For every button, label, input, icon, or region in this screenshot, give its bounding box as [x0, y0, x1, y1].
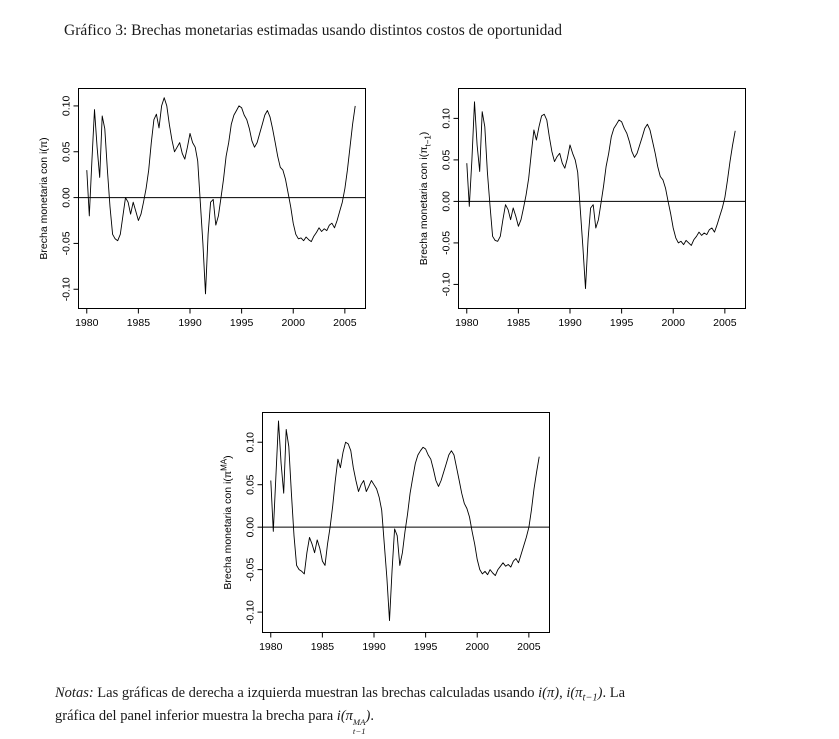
notes-line2-text: gráfica del panel inferior muestra la br…	[55, 708, 337, 725]
y-axis: 0.10 0.05 0.00 -0.05 -0.10	[441, 108, 459, 296]
x-tick-label: 2005	[333, 317, 357, 329]
x-tick-label: 2005	[713, 317, 737, 329]
y-tick-label: -0.05	[61, 231, 73, 255]
x-tick-label: 2005	[517, 641, 541, 653]
x-tick-label: 1995	[414, 641, 438, 653]
math-i-pi-ma-supsub: MA t−1	[353, 718, 366, 736]
plot-frame	[458, 88, 746, 309]
math-i-pi-ma-sup: MA	[352, 717, 366, 728]
y-tick-label: 0.10	[245, 432, 257, 453]
y-tick-label: 0.10	[441, 108, 453, 129]
y-tick-label: 0.00	[61, 187, 73, 208]
y-axis: 0.10 0.05 0.00 -0.05 -0.10	[61, 96, 79, 301]
y-tick-label: -0.05	[245, 558, 257, 582]
panel-brecha-i-pi-ma: 1980 1985 1990 1995 2000 2005 0.10 0.05 0.00 -0.0…	[214, 409, 566, 666]
x-axis: 1980 1985 1990 1995 2000 2005	[259, 632, 541, 653]
y-tick-label: 0.05	[61, 141, 73, 162]
x-tick-label: 1985	[311, 641, 335, 653]
series-line	[466, 101, 736, 290]
y-axis: 0.10 0.05 0.00 -0.05 -0.10	[245, 432, 263, 624]
x-tick-label: 1980	[75, 317, 99, 329]
math-i-pi-t-1-sub: t−1	[582, 692, 598, 704]
notes-comma: ,	[559, 685, 567, 701]
y-tick-label: 0.10	[61, 96, 73, 117]
y-axis-label: Brecha monetaria con i(πMA)	[219, 455, 234, 589]
math-i-pi-ma-post: )	[365, 708, 371, 725]
x-tick-label: 2000	[662, 317, 686, 329]
notes-line1-end: . La	[602, 685, 626, 701]
y-axis-label: Brecha monetaria con i(π)	[38, 137, 50, 259]
y-tick-label: 0.05	[441, 150, 453, 171]
y-tick-label: 0.05	[245, 474, 257, 495]
x-tick-label: 1980	[455, 317, 479, 329]
math-i-pi: i(π)	[538, 685, 560, 701]
x-tick-label: 1990	[362, 641, 386, 653]
series-line	[86, 97, 356, 295]
figure-notes: Notas: Las gráficas de derecha a izquier…	[55, 683, 755, 736]
math-i-pi-ma-sub: t−1	[352, 726, 366, 737]
y-tick-label: -0.10	[245, 600, 257, 624]
notes-line2-end: .	[370, 708, 375, 725]
y-tick-label: 0.00	[245, 517, 257, 538]
x-tick-label: 1995	[610, 317, 634, 329]
y-axis-label: Brecha monetaria con i(πt−1)	[418, 132, 432, 266]
y-tick-label: -0.10	[441, 272, 453, 296]
x-tick-label: 1980	[259, 641, 283, 653]
plot-frame	[262, 412, 550, 633]
x-tick-label: 1990	[178, 317, 202, 329]
figure-title: Gráfico 3: Brechas monetarias estimadas …	[64, 22, 563, 39]
x-tick-label: 1985	[507, 317, 531, 329]
y-tick-label: 0.00	[441, 191, 453, 212]
y-tick-label: -0.05	[441, 231, 453, 255]
x-tick-label: 2000	[466, 641, 490, 653]
math-i-pi-ma-pre: i(π	[336, 708, 353, 725]
panel-brecha-i-pi-t-1: 1980 1985 1990 1995 2000 2005 0.10 0.05 0.00 -0.0…	[410, 85, 762, 342]
plot-frame	[78, 88, 366, 309]
x-tick-label: 1985	[127, 317, 151, 329]
chart-brecha-i-pi: 1980 1985 1990 1995 2000 2005 0.10 0.05 0.00 -0.0…	[38, 88, 366, 329]
y-tick-label: -0.10	[61, 277, 73, 301]
series-line	[270, 420, 540, 622]
panel-brecha-i-pi: 1980 1985 1990 1995 2000 2005 0.10 0.05 0.00 -0.0…	[30, 85, 382, 342]
math-i-pi-t-1-post: )	[597, 685, 603, 701]
chart-brecha-i-pi-t-1: 1980 1985 1990 1995 2000 2005 0.10 0.05 0.00 -0.0…	[418, 88, 746, 329]
x-tick-label: 1995	[230, 317, 254, 329]
x-tick-label: 2000	[282, 317, 306, 329]
notes-line1-text: Las gráficas de derecha a izquierda mues…	[93, 685, 539, 701]
x-axis: 1980 1985 1990 1995 2000 2005	[455, 308, 737, 329]
math-i-pi-t-1-pre: i(π	[566, 685, 583, 701]
x-tick-label: 1990	[558, 317, 582, 329]
x-axis: 1980 1985 1990 1995 2000 2005	[75, 308, 357, 329]
chart-brecha-i-pi-ma: 1980 1985 1990 1995 2000 2005 0.10 0.05 0.00 -0.0…	[219, 412, 550, 653]
notes-label: Notas:	[55, 685, 94, 701]
